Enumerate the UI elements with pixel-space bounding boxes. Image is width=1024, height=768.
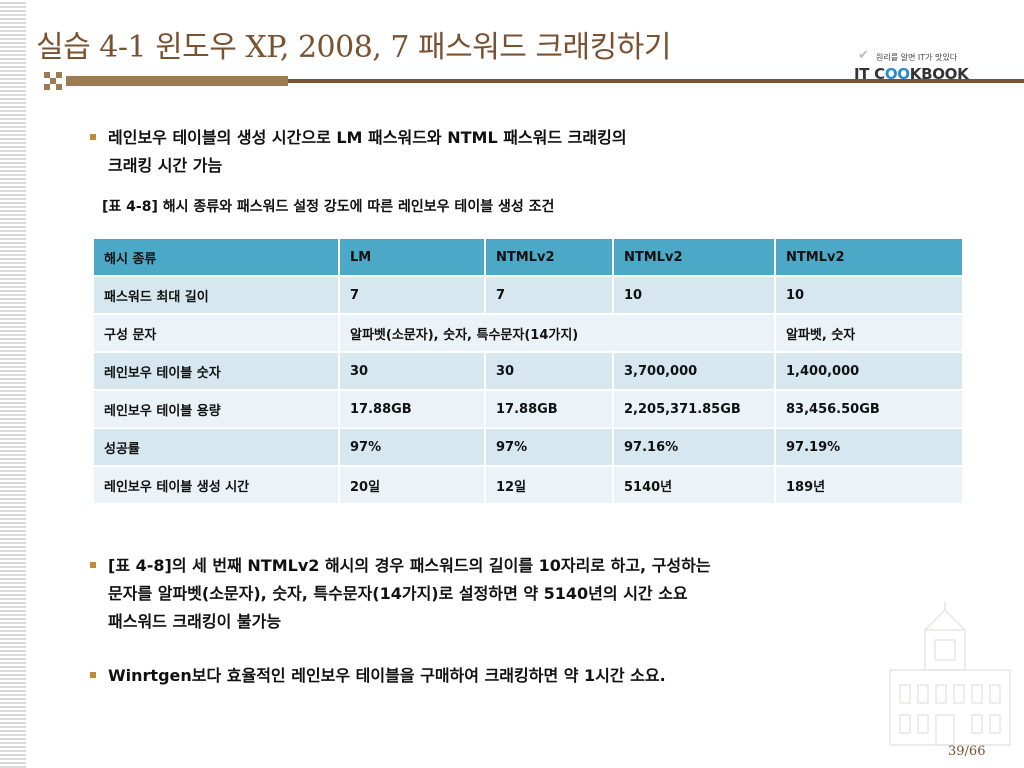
table-cell: 97.19% xyxy=(776,429,964,467)
table-cell: 97.16% xyxy=(614,429,776,467)
table-cell: 2,205,371.85GB xyxy=(614,391,776,429)
table-cell: 레인보우 테이블 용량 xyxy=(94,391,340,429)
table-row: 패스워드 최대 길이 7 7 10 10 xyxy=(94,277,964,315)
table-cell: 10 xyxy=(614,277,776,315)
table-caption: [표 4-8] 해시 종류와 패스워드 설정 강도에 따른 레인보우 테이블 생… xyxy=(102,199,555,215)
table-cell: 12일 xyxy=(486,467,614,505)
logo-text-oo: OO xyxy=(884,65,910,83)
bullet-square-icon xyxy=(90,672,96,678)
table-cell: 17.88GB xyxy=(340,391,486,429)
table-cell: 20일 xyxy=(340,467,486,505)
bullet-item: Winrtgen보다 효율적인 레인보우 테이블을 구매하여 크래킹하면 약 1… xyxy=(90,662,1000,690)
rainbow-table-spec-table: 해시 종류 LM NTMLv2 NTMLv2 NTMLv2 패스워드 최대 길이… xyxy=(94,239,964,505)
table-row: 구성 문자 알파벳(소문자), 숫자, 특수문자(14가지) 알파벳, 숫자 xyxy=(94,315,964,353)
table-cell: 17.88GB xyxy=(486,391,614,429)
logo-text-suffix: KBOOK xyxy=(909,65,969,83)
table-cell: 10 xyxy=(776,277,964,315)
table-cell: 30 xyxy=(340,353,486,391)
building-watermark-image xyxy=(889,602,1011,746)
table-cell: 83,456.50GB xyxy=(776,391,964,429)
logo-text-prefix: IT C xyxy=(854,65,885,83)
bullet-line: 레인보우 테이블의 생성 시간으로 LM 패스워드와 NTML 패스워드 크래킹… xyxy=(108,128,627,147)
table-cell: 7 xyxy=(340,277,486,315)
logo-tagline: 원리를 알면 IT가 맛있다 xyxy=(876,53,958,62)
header-cell: NTMLv2 xyxy=(776,239,964,277)
table-row: 레인보우 테이블 숫자 30 30 3,700,000 1,400,000 xyxy=(94,353,964,391)
table-header-row: 해시 종류 LM NTMLv2 NTMLv2 NTMLv2 xyxy=(94,239,964,277)
bullet-item: [표 4-8]의 세 번째 NTMLv2 해시의 경우 패스워드의 길이를 10… xyxy=(90,552,1000,636)
logo-wordmark: IT COOKBOOK xyxy=(854,65,969,83)
header-cell: NTMLv2 xyxy=(486,239,614,277)
table-cell: 알파벳, 숫자 xyxy=(776,315,964,353)
bullet-square-icon xyxy=(90,134,96,140)
check-icon: ✔ xyxy=(858,48,869,63)
table-cell: 패스워드 최대 길이 xyxy=(94,277,340,315)
it-cookbook-logo: ✔ 원리를 알면 IT가 맛있다 IT COOKBOOK xyxy=(852,48,1002,84)
table-cell: 189년 xyxy=(776,467,964,505)
title-underline-bar xyxy=(66,76,288,86)
table-cell: 성공률 xyxy=(94,429,340,467)
bullet-square-icon xyxy=(90,562,96,568)
slide-title: 실습 4-1 윈도우 XP, 2008, 7 패스워드 크래킹하기 xyxy=(36,30,671,65)
table-cell: 7 xyxy=(486,277,614,315)
bullet-item: 레인보우 테이블의 생성 시간으로 LM 패스워드와 NTML 패스워드 크래킹… xyxy=(90,124,1000,180)
bullet-line: [표 4-8]의 세 번째 NTMLv2 해시의 경우 패스워드의 길이를 10… xyxy=(108,556,711,575)
checker-bullet-icon xyxy=(44,72,62,90)
table-cell: 97% xyxy=(486,429,614,467)
bullet-line: Winrtgen보다 효율적인 레인보우 테이블을 구매하여 크래킹하면 약 1… xyxy=(108,666,666,685)
table-row: 레인보우 테이블 생성 시간 20일 12일 5140년 189년 xyxy=(94,467,964,505)
table-row: 레인보우 테이블 용량 17.88GB 17.88GB 2,205,371.85… xyxy=(94,391,964,429)
table-row: 성공률 97% 97% 97.16% 97.19% xyxy=(94,429,964,467)
table-cell-merged: 알파벳(소문자), 숫자, 특수문자(14가지) xyxy=(340,315,776,353)
bullet-line: 패스워드 크래킹이 불가능 xyxy=(108,612,282,631)
table-cell: 1,400,000 xyxy=(776,353,964,391)
bullet-line: 문자를 알파벳(소문자), 숫자, 특수문자(14가지)로 설정하면 약 514… xyxy=(108,584,688,603)
table-cell: 레인보우 테이블 숫자 xyxy=(94,353,340,391)
left-stripe-decoration xyxy=(0,0,26,768)
page-number: 39/66 xyxy=(948,744,986,759)
table-cell: 97% xyxy=(340,429,486,467)
header-cell: NTMLv2 xyxy=(614,239,776,277)
table-cell: 레인보우 테이블 생성 시간 xyxy=(94,467,340,505)
table-cell: 구성 문자 xyxy=(94,315,340,353)
header-cell: LM xyxy=(340,239,486,277)
table-cell: 3,700,000 xyxy=(614,353,776,391)
bullet-line: 크래킹 시간 가늠 xyxy=(108,156,223,175)
table-cell: 30 xyxy=(486,353,614,391)
title-underline-line xyxy=(288,79,1024,83)
header-cell: 해시 종류 xyxy=(94,239,340,277)
table-cell: 5140년 xyxy=(614,467,776,505)
